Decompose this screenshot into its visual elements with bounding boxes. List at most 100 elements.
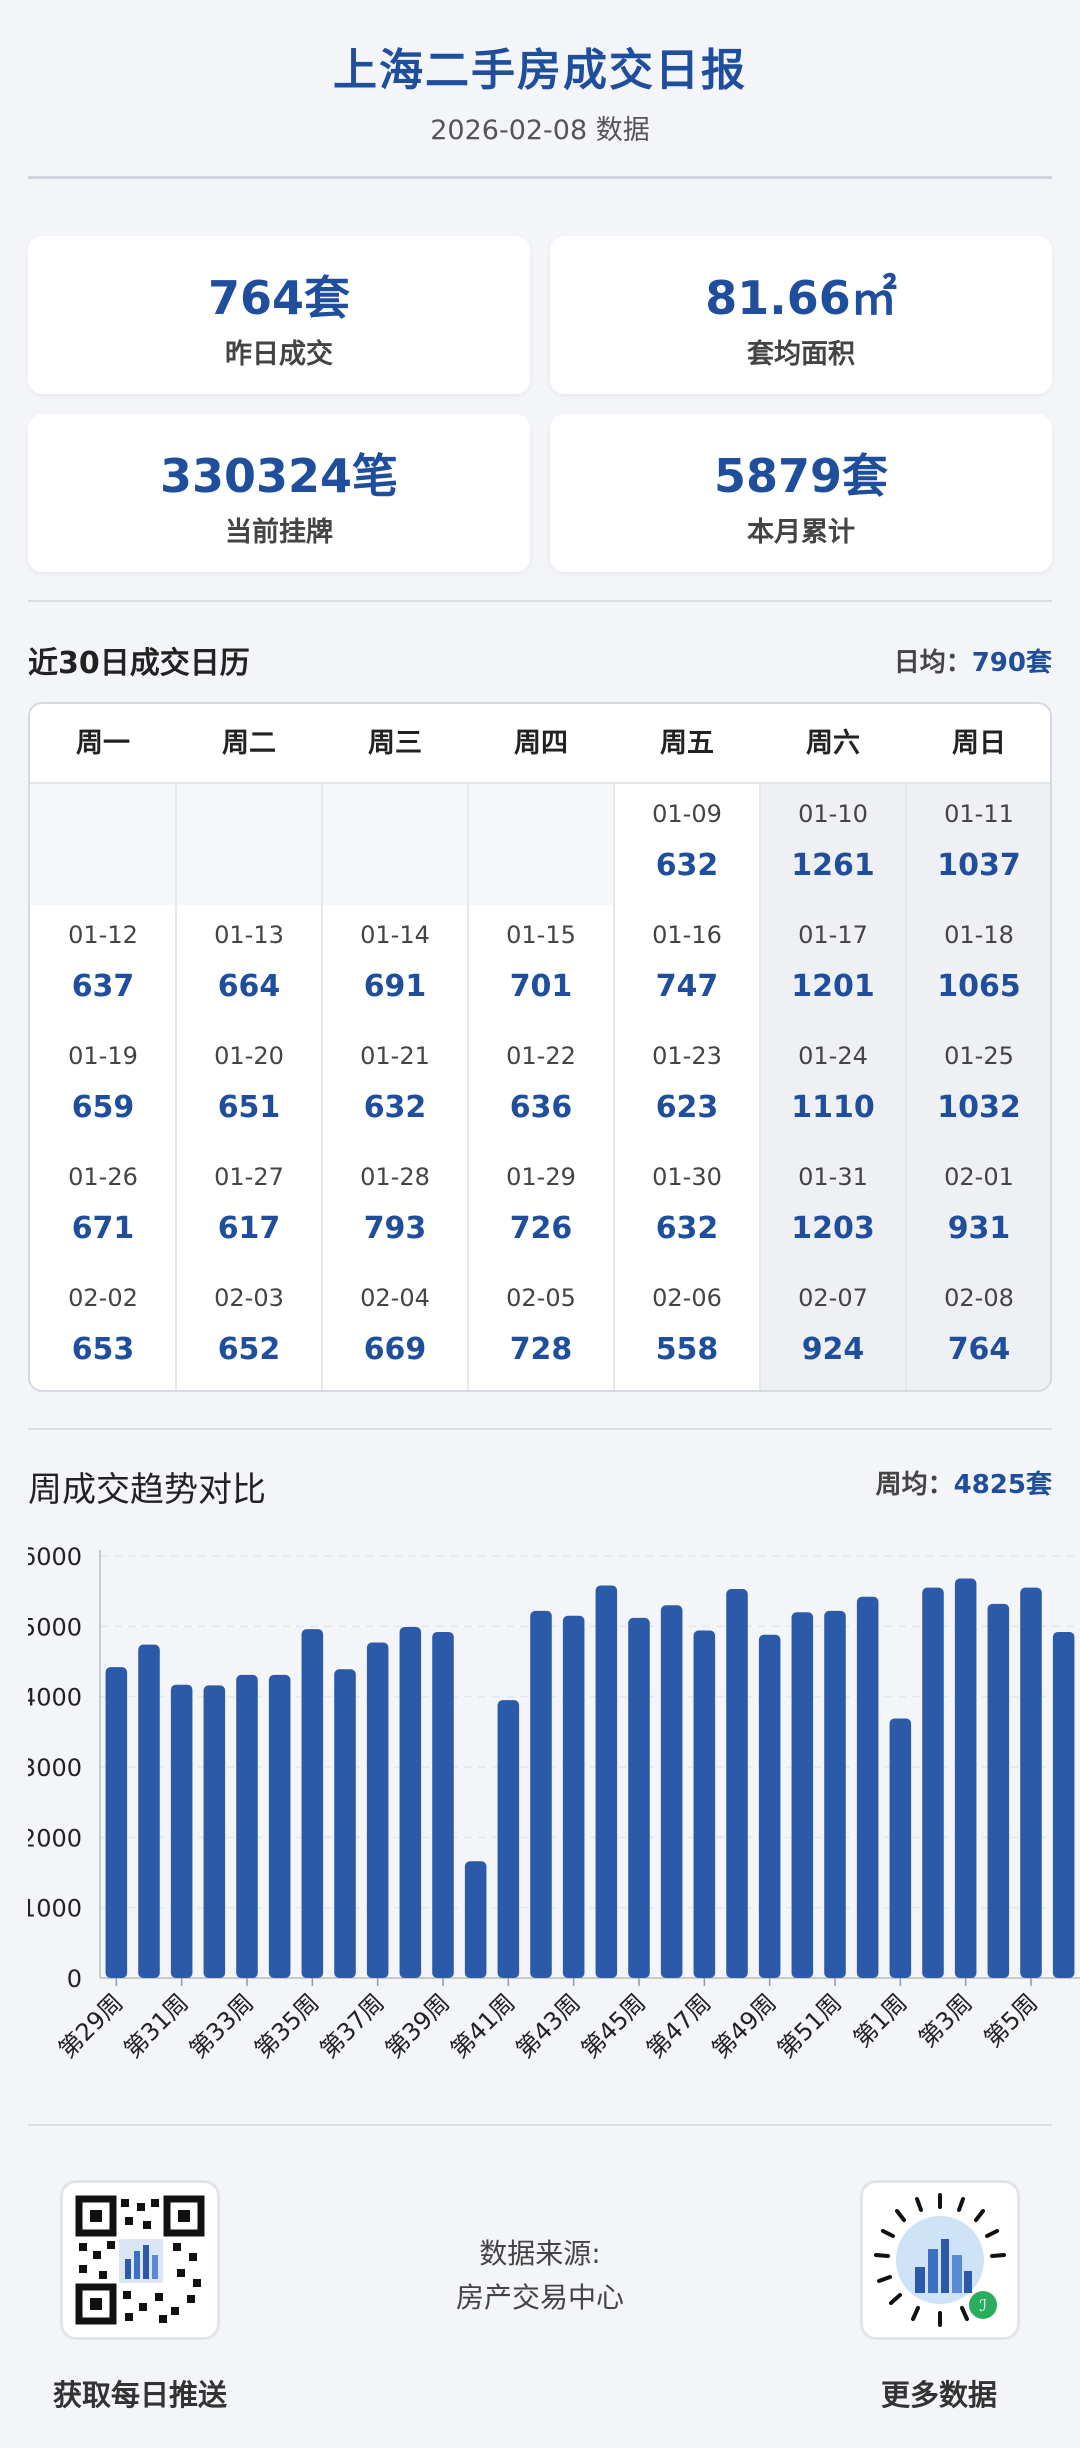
bar (105, 1667, 128, 1978)
x-tick-label: 第1周 (848, 1988, 913, 2053)
x-tick-label: 第47周 (641, 1988, 716, 2063)
page-subtitle: 2026-02-08 数据 (430, 115, 650, 146)
day-date: 01-25 (944, 1042, 1014, 1070)
day-date: 02-01 (944, 1163, 1014, 1191)
column-divider (905, 784, 907, 1390)
day-deal-count: 637 (71, 969, 135, 1004)
daily-avg-label: 日均： (893, 648, 972, 678)
day-deal-count: 636 (509, 1090, 573, 1125)
day-deal-count: 728 (509, 1332, 573, 1367)
weekly-avg: 周均：4825套 (876, 1464, 1052, 1501)
day-deal-count: 764 (947, 1332, 1011, 1367)
kpi-value: 330324笔 (159, 449, 399, 503)
bar (824, 1610, 846, 1978)
bar (399, 1627, 422, 1978)
day-date: 01-20 (214, 1042, 284, 1070)
calendar-empty-cell (322, 784, 468, 905)
page-title: 上海二手房成交日报 (333, 45, 747, 96)
bar (268, 1674, 291, 1978)
bar (856, 1596, 879, 1978)
column-divider (467, 784, 469, 1390)
day-date: 01-23 (652, 1042, 722, 1070)
day-deal-count: 747 (655, 969, 719, 1004)
x-tick-label: 第49周 (707, 1988, 782, 2063)
bar (530, 1610, 552, 1978)
weekend-column-bg (906, 784, 1050, 1390)
weekday-header: 周一 (76, 728, 130, 759)
calendar-weekday-header: 周一 周二 周三 周四 周五 周六 周日 (30, 704, 1050, 784)
weekday-header: 周二 (222, 728, 276, 759)
bar (595, 1585, 618, 1978)
mini-program-icon: ℐ (874, 2193, 1006, 2327)
calendar-day-cell: 02-07 924 (760, 1268, 906, 1389)
calendar-day-cell: 01-30 632 (614, 1147, 760, 1268)
day-date: 01-12 (68, 921, 138, 949)
column-divider (321, 784, 323, 1390)
day-date: 01-11 (944, 800, 1014, 828)
bar (954, 1578, 977, 1978)
x-tick-label: 第29周 (53, 1988, 128, 2063)
calendar-day-cell: 01-25 1032 (906, 1026, 1050, 1147)
calendar-day-cell: 01-16 747 (614, 905, 760, 1026)
calendar-day-cell: 01-17 1201 (760, 905, 906, 1026)
calendar-day-cell: 01-27 617 (176, 1147, 322, 1268)
calendar-day-cell: 01-28 793 (322, 1147, 468, 1268)
push-qr-code[interactable] (60, 2180, 220, 2340)
weekday-header: 周日 (952, 728, 1006, 759)
x-tick-label: 第41周 (445, 1988, 520, 2063)
calendar-day-cell: 01-26 671 (30, 1147, 176, 1268)
day-date: 01-31 (798, 1163, 868, 1191)
day-deal-count: 651 (217, 1090, 281, 1125)
x-tick-label: 第33周 (184, 1988, 259, 2063)
calendar-day-cell: 01-11 1037 (906, 784, 1050, 905)
bar (1020, 1587, 1042, 1978)
column-divider (613, 784, 615, 1390)
day-deal-count: 653 (71, 1332, 135, 1367)
calendar-day-cell: 01-24 1110 (760, 1026, 906, 1147)
calendar-day-cell: 01-13 664 (176, 905, 322, 1026)
day-date: 01-26 (68, 1163, 138, 1191)
day-deal-count: 793 (363, 1211, 427, 1246)
day-deal-count: 558 (655, 1332, 719, 1367)
section-divider (28, 1428, 1052, 1430)
bar (464, 1861, 487, 1978)
bar (758, 1634, 781, 1978)
mini-program-code[interactable]: ℐ (860, 2180, 1020, 2340)
bar (432, 1631, 454, 1978)
day-date: 01-19 (68, 1042, 138, 1070)
calendar-empty-cell (30, 784, 176, 905)
y-tick-label: 6000 (28, 1543, 82, 1571)
day-deal-count: 623 (655, 1090, 719, 1125)
bar (138, 1644, 160, 1978)
section-divider (28, 600, 1052, 602)
calendar-day-cell: 01-18 1065 (906, 905, 1050, 1026)
daily-avg-value: 790套 (971, 648, 1052, 678)
day-date: 02-04 (360, 1284, 430, 1312)
weekly-avg-label: 周均： (875, 1470, 954, 1500)
weekend-column-bg (760, 784, 906, 1390)
day-date: 01-10 (798, 800, 868, 828)
bar (203, 1685, 226, 1978)
bar (693, 1630, 716, 1978)
calendar-day-cell: 02-06 558 (614, 1268, 760, 1389)
kpi-label: 昨日成交 (225, 339, 333, 370)
day-deal-count: 659 (71, 1090, 135, 1125)
section-divider (28, 2124, 1052, 2126)
x-tick-label: 第45周 (576, 1988, 651, 2063)
day-deal-count: 726 (509, 1211, 573, 1246)
day-date: 01-13 (214, 921, 284, 949)
calendar-day-cell: 01-15 701 (468, 905, 614, 1026)
kpi-card-yesterday-deals: 764套 昨日成交 (28, 236, 530, 394)
day-deal-count: 671 (71, 1211, 135, 1246)
calendar-grid: 周一 周二 周三 周四 周五 周六 周日 01-09 632 01-10 1261 01-11 103… (28, 702, 1052, 1392)
column-divider (759, 784, 761, 1390)
y-tick-label: 5000 (28, 1613, 82, 1641)
bar (660, 1605, 683, 1978)
day-date: 01-18 (944, 921, 1014, 949)
calendar-title: 近30日成交日历 (28, 646, 250, 681)
calendar-empty-cell (176, 784, 322, 905)
y-tick-label: 3000 (28, 1754, 82, 1782)
qr-code-icon (75, 2195, 205, 2325)
kpi-value: 764套 (207, 271, 351, 325)
day-date: 01-24 (798, 1042, 868, 1070)
